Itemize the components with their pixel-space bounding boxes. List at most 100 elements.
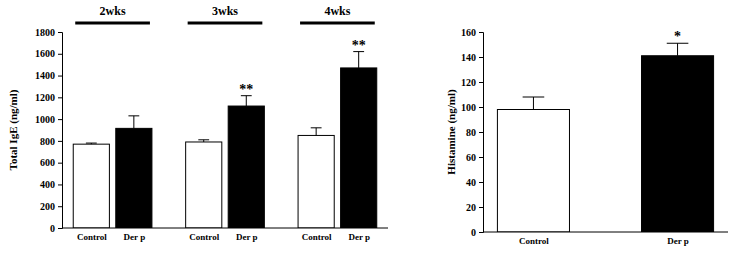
- y-tick: 400: [40, 179, 62, 190]
- x-tick: Der p: [236, 232, 258, 242]
- y-tick-label: 40: [466, 177, 476, 188]
- y-tick-mark: [58, 184, 62, 185]
- y-axis-title: Histamine (ng/ml): [445, 89, 458, 175]
- x-axis: Control Der p: [519, 236, 689, 246]
- group-label: 2wks: [100, 4, 126, 18]
- bar: [497, 110, 569, 233]
- x-tick: Control: [519, 236, 549, 246]
- error-bar: [316, 128, 317, 136]
- y-tick-label: 1400: [35, 70, 55, 81]
- y-tick-mark: [479, 57, 483, 58]
- bar: [116, 128, 152, 228]
- y-tick-mark: [58, 32, 62, 33]
- y-axis-line: [479, 33, 484, 233]
- y-tick-label: 140: [461, 52, 476, 63]
- error-bar: [358, 52, 359, 68]
- x-tick-label: Der p: [236, 232, 258, 242]
- y-tick-label: 200: [40, 201, 55, 212]
- y-tick-label: 1800: [35, 27, 55, 38]
- significance: *: [674, 29, 681, 44]
- y-tick: 800: [40, 136, 62, 147]
- x-tick-label: Control: [519, 236, 549, 246]
- y-tick-mark: [58, 228, 62, 229]
- x-tick-label: Control: [189, 232, 219, 242]
- y-axis-title: Total IgE (ng/ml): [7, 89, 20, 170]
- x-axis-line: [483, 232, 728, 233]
- group-bracket: [75, 22, 150, 25]
- y-tick: 20: [466, 202, 483, 213]
- x-tick: Control: [302, 232, 332, 242]
- y-tick: 1600: [35, 48, 62, 59]
- y-tick-label: 1200: [35, 92, 55, 103]
- y-tick: 1000: [35, 114, 62, 125]
- y-axis: 020406080100120140160: [461, 27, 484, 238]
- error-cap: [523, 97, 545, 98]
- y-tick: 1800: [35, 27, 62, 38]
- y-tick-label: 1600: [35, 48, 55, 59]
- y-tick-mark: [479, 107, 483, 108]
- y-tick: 1400: [35, 70, 62, 81]
- y-tick-mark: [58, 76, 62, 77]
- y-axis: 0 200 400 600 800 1000 1200 1400 1600 1800: [35, 27, 63, 234]
- x-tick: Control: [77, 232, 107, 242]
- x-tick-label: Control: [302, 232, 332, 242]
- y-tick: 80: [466, 127, 483, 138]
- y-tick: 600: [40, 157, 62, 168]
- x-tick-label: Control: [77, 232, 107, 242]
- bar: [73, 144, 109, 228]
- group-bracket: [300, 22, 375, 25]
- y-tick-mark: [479, 157, 483, 158]
- y-axis-line: [58, 33, 63, 229]
- y-tick-mark: [479, 182, 483, 183]
- x-tick: Der p: [667, 236, 689, 246]
- y-tick-label: 800: [40, 136, 55, 147]
- chart: 020406080100120140160Histamine (ng/ml)*C…: [445, 27, 728, 247]
- y-tick: 0: [50, 223, 62, 234]
- error-cap: [86, 143, 97, 144]
- error-bar: [533, 97, 534, 110]
- y-tick-mark: [58, 163, 62, 164]
- y-tick-mark: [58, 54, 62, 55]
- y-tick-mark: [479, 207, 483, 208]
- y-tick-label: 60: [466, 152, 476, 163]
- x-tick-label: Der p: [667, 236, 689, 246]
- x-tick: Control: [189, 232, 219, 242]
- y-tick-mark: [479, 232, 483, 233]
- y-tick-label: 160: [461, 27, 476, 38]
- x-tick: Der p: [348, 232, 370, 242]
- y-tick-label: 80: [466, 127, 476, 138]
- error-bar: [246, 96, 247, 106]
- y-tick-label: 0: [50, 223, 55, 234]
- y-tick: 0: [471, 227, 483, 238]
- y-tick-label: 0: [471, 227, 476, 238]
- significance: **: [239, 82, 253, 97]
- group-label: 4wks: [324, 4, 350, 18]
- y-tick-mark: [58, 206, 62, 207]
- y-tick: 100: [461, 102, 483, 113]
- y-tick-label: 100: [461, 102, 476, 113]
- error-cap: [311, 127, 322, 128]
- error-cap: [198, 139, 209, 140]
- error-bar: [133, 116, 134, 129]
- x-axis-line: [62, 228, 388, 229]
- x-tick-label: Der p: [348, 232, 370, 242]
- error-cap: [128, 115, 139, 116]
- y-tick-mark: [58, 141, 62, 142]
- bar: [298, 135, 334, 228]
- y-tick-mark: [58, 97, 62, 98]
- bar: [642, 56, 714, 232]
- y-tick-mark: [479, 82, 483, 83]
- figure: 020040060080010001200140016001800Total I…: [0, 0, 733, 263]
- x-axis: ControlDer pControlDer pControlDer p: [77, 232, 370, 242]
- y-tick-label: 1000: [35, 114, 55, 125]
- y-tick: 200: [40, 201, 62, 212]
- group-label: 3wks: [212, 4, 238, 18]
- y-tick: 60: [466, 152, 483, 163]
- bar: [186, 142, 222, 228]
- y-tick-mark: [479, 32, 483, 33]
- y-tick: 40: [466, 177, 483, 188]
- y-tick-label: 600: [40, 157, 55, 168]
- y-tick-mark: [479, 132, 483, 133]
- y-tick-label: 400: [40, 179, 55, 190]
- group-bracket: [188, 22, 263, 25]
